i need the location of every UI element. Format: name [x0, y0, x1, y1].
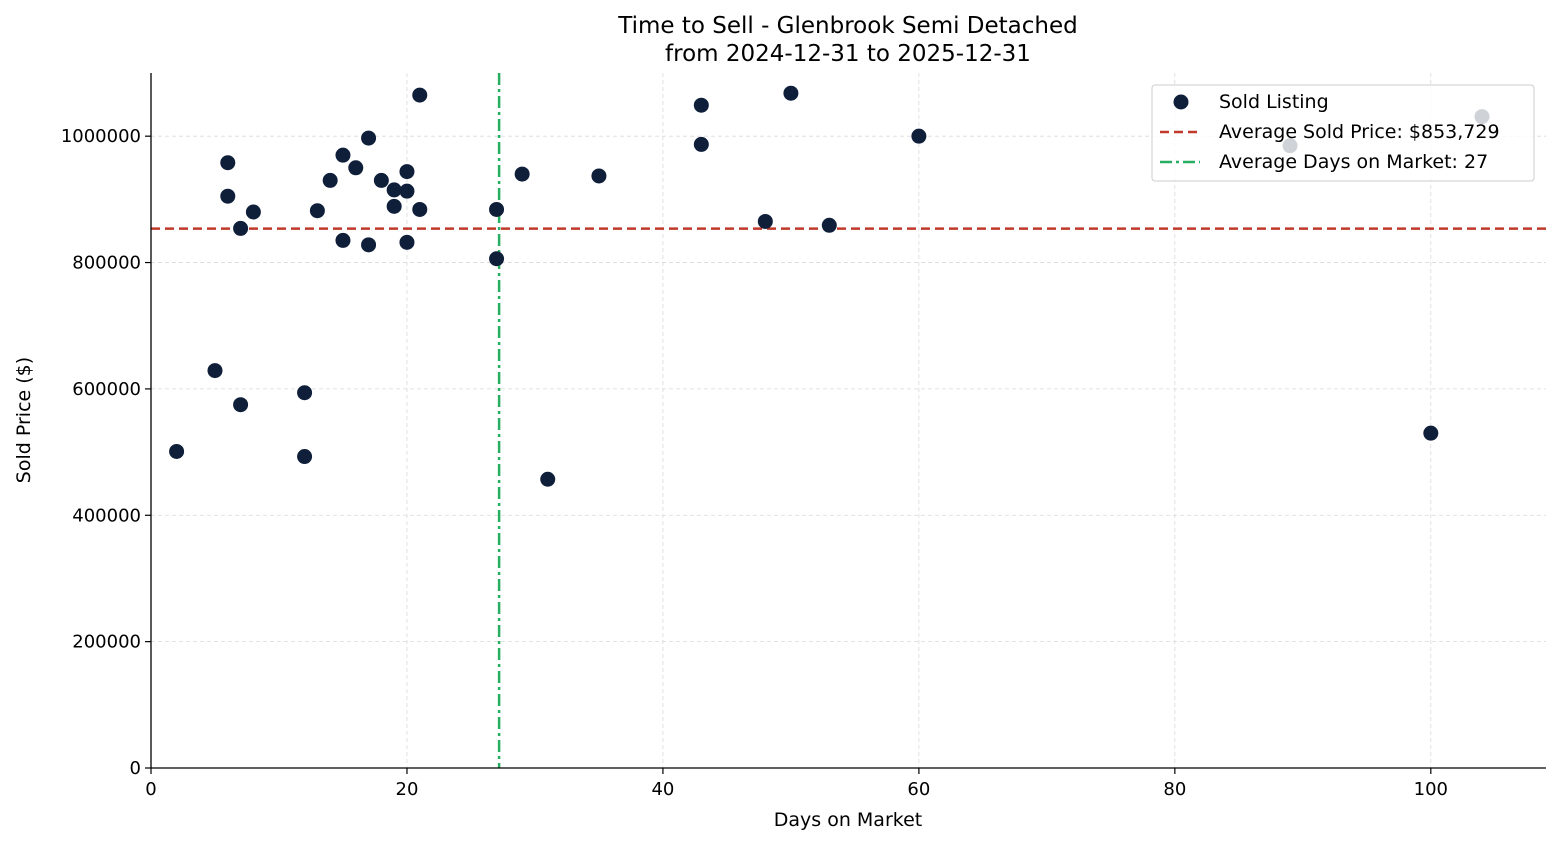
legend-label-average-price: Average Sold Price: $853,729: [1219, 121, 1500, 143]
legend-label-average-days: Average Days on Market: 27: [1219, 151, 1488, 173]
data-point: [335, 147, 351, 163]
data-point: [399, 183, 415, 199]
data-point: [245, 204, 261, 220]
axis-ticks: 0 20 40 60 80 100 0 200000 400000 600000 800000 100…: [61, 126, 1448, 800]
data-points: [169, 85, 1490, 487]
y-axis-label: Sold Price ($): [13, 357, 35, 483]
data-point: [233, 397, 249, 413]
data-point: [297, 449, 313, 465]
y-tick-label: 0: [130, 758, 141, 779]
data-point: [386, 198, 402, 214]
data-point: [412, 87, 428, 103]
data-point: [399, 164, 415, 180]
x-tick-label: 60: [907, 779, 930, 800]
data-point: [514, 166, 530, 182]
data-point: [373, 172, 389, 188]
data-point: [693, 97, 709, 113]
x-tick-label: 20: [396, 779, 419, 800]
legend: Sold Listing Average Sold Price: $853,72…: [1151, 84, 1535, 182]
data-point: [489, 251, 505, 267]
reference-lines: [151, 73, 1546, 768]
data-point: [399, 234, 415, 250]
grid: [151, 73, 1546, 768]
y-tick-label: 200000: [72, 632, 141, 653]
data-point: [361, 237, 377, 253]
data-point: [335, 232, 351, 248]
data-point: [821, 217, 837, 233]
data-point: [309, 203, 325, 219]
data-point: [540, 471, 556, 487]
y-tick-label: 600000: [72, 379, 141, 400]
data-point: [220, 188, 236, 204]
data-point: [757, 213, 773, 229]
y-tick-label: 1000000: [61, 126, 141, 147]
x-tick-label: 0: [145, 779, 156, 800]
data-point: [361, 130, 377, 146]
legend-label-sold-listing: Sold Listing: [1219, 91, 1329, 113]
legend-marker-sold-listing: [1173, 94, 1189, 110]
x-tick-label: 80: [1163, 779, 1186, 800]
data-point: [1423, 425, 1439, 441]
x-tick-label: 100: [1414, 779, 1448, 800]
data-point: [322, 172, 338, 188]
data-point: [386, 182, 402, 198]
data-point: [220, 155, 236, 171]
data-point: [348, 160, 364, 176]
data-point: [169, 443, 185, 459]
x-axis-label: Days on Market: [774, 809, 922, 831]
data-point: [489, 201, 505, 217]
data-point: [233, 220, 249, 236]
x-tick-label: 40: [651, 779, 674, 800]
data-point: [693, 136, 709, 152]
y-tick-label: 800000: [72, 253, 141, 274]
data-point: [911, 128, 927, 144]
chart-title-line1: Time to Sell - Glenbrook Semi Detached: [617, 13, 1078, 39]
data-point: [591, 168, 607, 184]
data-point: [412, 201, 428, 217]
data-point: [207, 363, 223, 379]
data-point: [783, 85, 799, 101]
data-point: [297, 385, 313, 401]
y-tick-label: 400000: [72, 505, 141, 526]
chart-title-line2: from 2024-12-31 to 2025-12-31: [665, 41, 1031, 67]
legend-box: [1151, 84, 1535, 182]
